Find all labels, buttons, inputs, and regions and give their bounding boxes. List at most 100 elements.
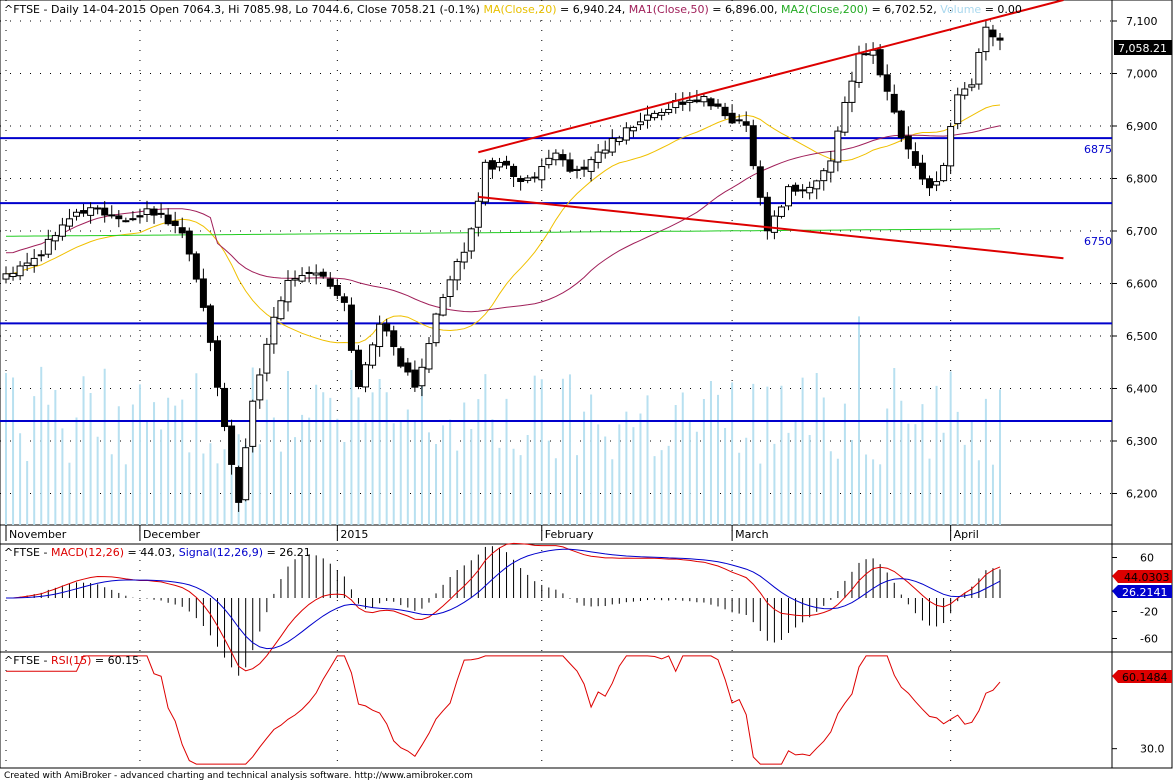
candle-body (16, 265, 24, 277)
candle-body (904, 135, 912, 150)
rsi-box-label: 60.1484 (1122, 671, 1168, 684)
y-tick-label: 7,100 (1126, 15, 1158, 28)
candle-body (947, 126, 955, 167)
candle-body (728, 112, 736, 124)
rsi-value-box (1112, 670, 1172, 683)
candle-body (164, 214, 172, 225)
candle-body (975, 52, 983, 85)
candle-body (700, 96, 708, 103)
candle-body (446, 279, 454, 297)
candle-body (982, 26, 990, 53)
candle-body (996, 37, 1004, 41)
grid (0, 0, 1112, 768)
candle-body (806, 186, 814, 194)
candle-body (538, 166, 546, 181)
candle-body (933, 181, 941, 186)
candle-body (439, 297, 447, 316)
candle-body (432, 313, 440, 344)
macd-header: ^FTSE - MACD(12,26) = 44.03, Signal(12,2… (4, 546, 311, 559)
rsi-label: RSI(15) (51, 654, 91, 667)
candle-body (785, 186, 793, 207)
candle-body (742, 121, 750, 126)
candle-body (185, 230, 193, 255)
signal-line (6, 548, 1001, 650)
candle-body (488, 160, 496, 170)
rsi-value: = 60.15 (91, 654, 139, 667)
candle-body (503, 160, 511, 166)
candle-body (721, 106, 729, 117)
y-tick-label: 6,200 (1126, 488, 1158, 501)
candle-body (115, 215, 123, 220)
candle-body (397, 348, 405, 367)
x-tick-label: 2015 (340, 528, 368, 541)
candle-body (460, 251, 468, 263)
candle-body (347, 304, 355, 351)
candle-body (192, 253, 200, 280)
candle-body (827, 160, 835, 173)
moving-averages (5, 104, 1001, 344)
macd-lines: 60 -20 -60 (6, 542, 1158, 676)
ma200-line (5, 228, 1001, 237)
candle-body (665, 108, 673, 114)
candle-body (312, 272, 320, 276)
candle-body (524, 177, 532, 181)
signal-box-label: 26.2141 (1122, 586, 1168, 599)
candle-body (545, 157, 553, 166)
candle-body (30, 257, 38, 266)
candle-body (94, 207, 102, 210)
candle-body (813, 180, 821, 190)
price-header: ^FTSE - Daily 14-04-2015 Open 7064.3, Hi… (4, 3, 1022, 16)
candle-body (101, 207, 109, 216)
candle-body (961, 88, 969, 96)
candle-body (876, 49, 884, 76)
x-tick-label: November (9, 528, 67, 541)
y-tick-label: 6,900 (1126, 120, 1158, 133)
signal-label: Signal(12,26,9) (179, 546, 263, 559)
macd-y-tick-label: -20 (1140, 606, 1158, 619)
candle-body (326, 278, 334, 287)
candle-body (474, 200, 482, 228)
candle-body (954, 94, 962, 125)
candle-body (911, 151, 919, 166)
candle-body (418, 366, 426, 387)
y-tick-label: 6,500 (1126, 330, 1158, 343)
candle-body (277, 300, 285, 320)
candle-body (453, 261, 461, 281)
candle-body (37, 254, 45, 257)
last-close-label: 7,058.21 (1118, 42, 1167, 55)
level-6875-label: 6875 (1084, 143, 1112, 156)
macd-value: = 44.03, (124, 546, 179, 559)
ma200-label: MA2(Close,200) (781, 3, 868, 16)
candle-body (531, 176, 539, 179)
candle-body (404, 362, 412, 373)
candle-body (658, 112, 666, 116)
trendline (478, 195, 1064, 260)
candle-body (305, 271, 313, 274)
candle-body (122, 220, 130, 223)
signal-value: = 26.21 (263, 546, 311, 559)
candle-body (376, 323, 384, 348)
candle-body (411, 369, 419, 388)
candle-body (157, 212, 165, 215)
ma200-value: = 6,702.52, (868, 3, 937, 16)
candle-body (362, 364, 370, 388)
candle-body (256, 374, 264, 401)
candle-body (65, 218, 73, 227)
macd-panel (0, 543, 1173, 653)
candle-body (622, 127, 630, 141)
y-tick-label: 6,700 (1126, 225, 1158, 238)
candle-body (714, 103, 722, 107)
candle-body (897, 110, 905, 138)
candle-body (792, 184, 800, 192)
rsi-header-prefix: ^FTSE - (4, 654, 51, 667)
candle-body (756, 166, 764, 198)
candle-body (72, 211, 80, 217)
candle-body (270, 316, 278, 345)
candle-body (749, 125, 757, 167)
price-header-main: ^FTSE - Daily 14-04-2015 Open 7064.3, Hi… (4, 3, 480, 16)
candle-body (425, 343, 433, 370)
candle-body (841, 101, 849, 133)
candle-body (390, 330, 398, 348)
ma20-line (5, 104, 1001, 344)
